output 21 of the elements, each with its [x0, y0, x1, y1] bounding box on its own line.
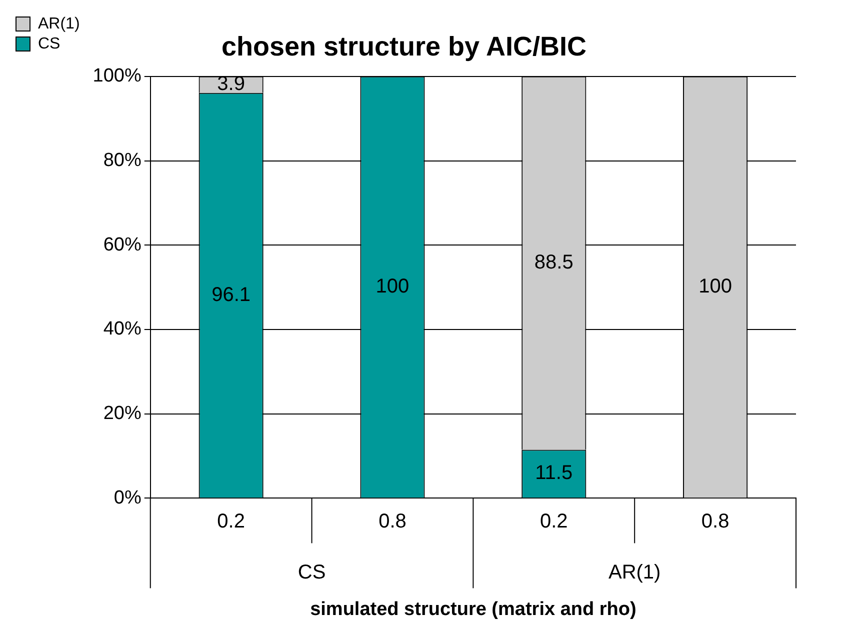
legend-label: AR(1) — [38, 15, 80, 32]
y-tick-label: 80% — [103, 150, 142, 171]
x-tick-label: 0.2 — [217, 510, 245, 533]
x-tick-label: 0.8 — [378, 510, 406, 533]
y-tick-label: 40% — [103, 318, 142, 340]
text: CS — [298, 562, 326, 584]
legend-label: CS — [38, 35, 60, 52]
data-label: 100 — [698, 276, 732, 298]
x-tick-label: 0.2 — [540, 510, 568, 533]
x-tick-label: 0.8 — [701, 510, 730, 533]
data-label: 11.5 — [535, 462, 573, 484]
data-label: 100 — [376, 276, 410, 298]
data-label: 88.5 — [534, 252, 574, 274]
y-tick-label: 60% — [103, 234, 142, 256]
x-axis-title: simulated structure (matrix and rho) — [310, 598, 636, 620]
text: AR(1) — [608, 562, 661, 584]
chart-title: chosen structure by AIC/BIC — [221, 32, 587, 62]
y-tick-label: 20% — [103, 403, 142, 424]
data-label: 96.1 — [212, 284, 251, 306]
y-tick-label: 0% — [114, 487, 142, 508]
y-tick-label: 100% — [92, 66, 142, 87]
